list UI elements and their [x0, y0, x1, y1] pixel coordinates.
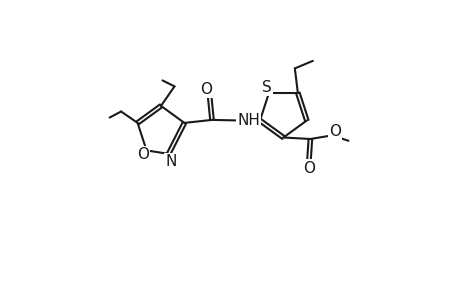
Text: S: S: [261, 80, 271, 95]
Text: O: O: [328, 124, 340, 139]
Text: O: O: [137, 147, 149, 162]
Text: O: O: [200, 82, 212, 97]
Text: NH: NH: [237, 113, 259, 128]
Text: O: O: [303, 160, 315, 175]
Text: N: N: [165, 154, 176, 169]
